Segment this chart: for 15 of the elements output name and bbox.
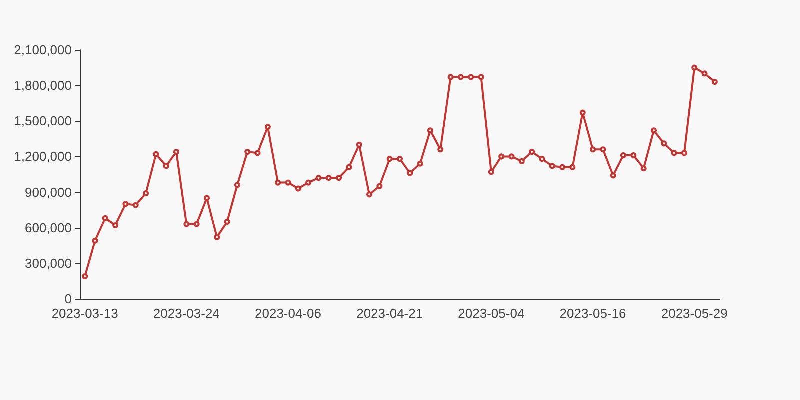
x-tick-label: 2023-03-13 [52,306,118,321]
x-tick-label: 2023-05-29 [661,306,728,321]
y-tick-label: 0 [64,292,72,306]
y-tick-label: 1,500,000 [14,114,72,129]
x-tick-label: 2023-03-24 [153,306,220,321]
y-tick-label: 300,000 [25,256,72,271]
x-tick-label: 2023-05-16 [560,306,626,321]
y-tick-label: 600,000 [25,220,72,236]
x-tick-label: 2023-04-06 [255,306,322,321]
y-tick-label: 900,000 [25,184,72,200]
x-tick-label: 2023-04-21 [356,306,424,321]
x-tick-label: 2023-05-04 [458,306,525,321]
y-tick-label: 1,800,000 [14,78,72,94]
y-tick-label: 1,200,000 [14,149,72,164]
y-tick-label: 2,100,000 [14,42,72,58]
